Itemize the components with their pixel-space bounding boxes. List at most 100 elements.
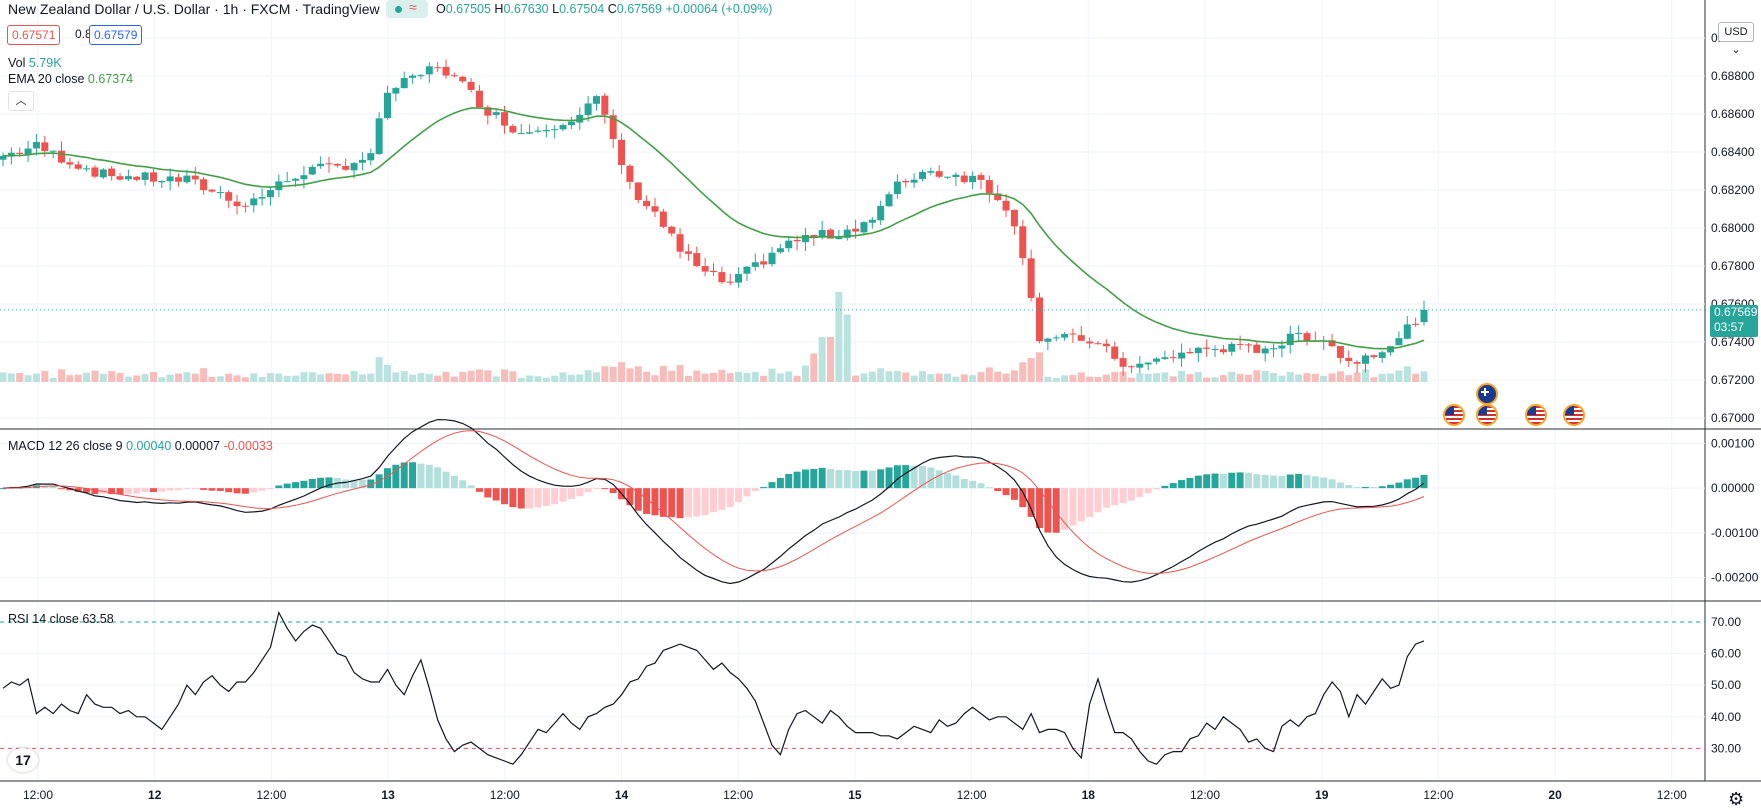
candle-body (1094, 343, 1102, 345)
price-axis-tick-label: 0.67000 (1711, 411, 1755, 425)
macd-histogram-bar (567, 488, 575, 500)
macd-histogram-bar (1002, 488, 1010, 496)
candle-body (216, 192, 224, 194)
candle-body (258, 197, 266, 199)
macd-histogram-bar (1077, 488, 1085, 522)
tradingview-logo[interactable]: 17 (8, 748, 38, 772)
macd-histogram-bar (985, 487, 993, 489)
gear-icon[interactable]: ⚙ (1728, 789, 1745, 809)
volume-bar (601, 366, 609, 382)
ema-legend[interactable]: EMA 20 close 0.67374 (8, 72, 133, 86)
macd-histogram (0, 462, 1428, 533)
macd-axis-tick-label: -0.00200 (1711, 571, 1759, 585)
candle-body (91, 167, 99, 177)
candle-body (676, 234, 684, 252)
candle-body (83, 168, 91, 170)
buy-price-button[interactable]: 0.67579 (89, 25, 143, 45)
candle-body (743, 266, 751, 274)
macd-histogram-bar (935, 470, 943, 489)
candle-body (534, 130, 542, 132)
candle-body (584, 103, 592, 116)
volume-bar (0, 372, 7, 382)
macd-histogram-bar (994, 488, 1002, 492)
volume-bar (609, 366, 617, 382)
volume-bar (517, 377, 525, 382)
volume-bar (1169, 376, 1177, 382)
open-label: O (436, 2, 446, 16)
volume-bar (1019, 362, 1027, 382)
volume-bar (32, 373, 40, 382)
countdown-timer: 03:57 (1714, 320, 1745, 334)
us-event-flag-icon[interactable] (1563, 404, 1585, 426)
volume-bar (1361, 369, 1369, 382)
macd-histogram-bar (634, 488, 642, 511)
macd-histogram-bar (1161, 485, 1169, 489)
macd-legend[interactable]: MACD 12 26 close 9 0.00040 0.00007 -0.00… (8, 439, 273, 453)
volume-bar (1228, 371, 1236, 382)
currency-select[interactable]: USD ⌄ (1718, 22, 1754, 56)
candle-body (684, 251, 692, 254)
macd-histogram-bar (1370, 487, 1378, 489)
volume-legend[interactable]: Vol 5.79K (8, 56, 62, 70)
nz-event-flag-icon[interactable] (1476, 383, 1498, 405)
volume-bar (358, 374, 366, 382)
candle-body (1236, 343, 1244, 345)
current-price-value: 0.67569 (1714, 305, 1758, 319)
volume-bar (551, 375, 559, 382)
market-status-badge[interactable]: ≈ (386, 0, 428, 18)
volume-bar (417, 373, 425, 382)
candle-body (208, 189, 216, 192)
candle-body (49, 150, 57, 152)
candle-body (1144, 362, 1152, 365)
macd-histogram-bar (835, 470, 843, 489)
candle-body (1412, 323, 1420, 325)
macd-histogram-bar (1010, 488, 1018, 500)
ohlc-readout: O0.67505 H0.67630 L0.67504 C0.67569 +0.0… (436, 2, 772, 16)
macd-histogram-bar (1378, 486, 1386, 489)
candle-body (1035, 297, 1043, 342)
collapse-legend-button[interactable]: ︿ (8, 91, 34, 111)
candle-body (985, 180, 993, 194)
candle-body (592, 96, 600, 104)
candle-body (517, 133, 525, 135)
macd-histogram-bar (492, 488, 500, 501)
candle-body (501, 112, 509, 126)
time-axis-tick-label: 12:00 (490, 788, 520, 802)
macd-histogram-bar (601, 488, 609, 490)
volume-bar (233, 375, 241, 382)
candle-body (1102, 343, 1110, 347)
volume-bar (1311, 374, 1319, 382)
candle-body (935, 171, 943, 177)
us-event-flag-icon[interactable] (1476, 404, 1498, 426)
volume-bar (952, 376, 960, 382)
candle-body (24, 148, 32, 155)
volume-bar (1295, 374, 1303, 382)
candle-body (124, 176, 132, 180)
rsi-legend[interactable]: RSI 14 close 63.58 (8, 612, 114, 626)
candle-body (317, 163, 325, 167)
macd-histogram-bar (1035, 488, 1043, 529)
candle-body (960, 175, 968, 183)
volume-bar (275, 373, 283, 382)
us-event-flag-icon[interactable] (1525, 404, 1547, 426)
macd-histogram-bar (392, 464, 400, 489)
macd-histogram-bar (1261, 474, 1269, 489)
macd-histogram-bar (651, 488, 659, 516)
sell-price-button[interactable]: 0.67571 (7, 25, 61, 45)
candle-body (776, 248, 784, 253)
volume-bar (292, 375, 300, 382)
candle-body (726, 281, 734, 283)
candle-body (1153, 358, 1161, 362)
volume-bar (584, 370, 592, 382)
volume-bar (183, 372, 191, 382)
volume-bar (367, 373, 375, 382)
us-event-flag-icon[interactable] (1443, 404, 1465, 426)
macd-histogram-bar (266, 488, 274, 490)
candle-body (233, 201, 241, 207)
volume-bar (66, 375, 74, 382)
volume-bar (241, 377, 249, 382)
macd-histogram-bar (710, 488, 717, 513)
volume-bar (643, 371, 651, 382)
volume-bar (935, 373, 943, 382)
